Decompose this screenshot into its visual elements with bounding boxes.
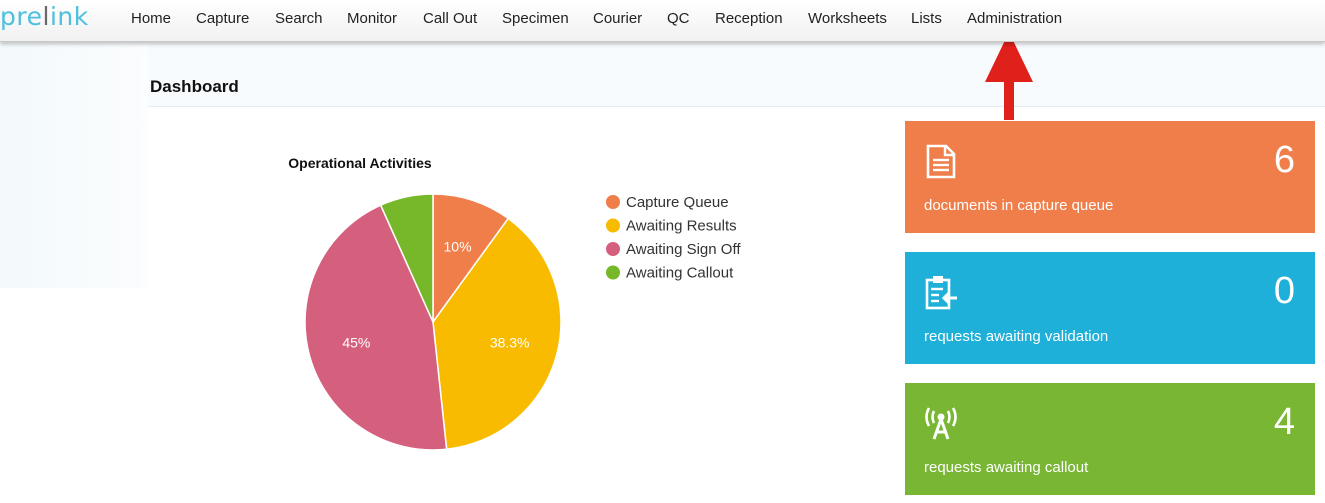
pie-slice-label: 10% xyxy=(444,239,472,255)
legend-marker xyxy=(606,195,620,209)
logo-text-pre: pre xyxy=(0,2,43,31)
logo-text-l: l xyxy=(42,2,50,31)
awaiting-callout-count: 4 xyxy=(1273,401,1295,443)
nav-worksheets[interactable]: Worksheets xyxy=(808,10,887,27)
pie-slices xyxy=(304,193,562,451)
capture-queue-count: 6 xyxy=(1273,139,1295,181)
pie-slice-labels: 10% 38.3% 45% xyxy=(342,239,529,351)
pie-slice-capture-queue[interactable] xyxy=(432,193,510,325)
capture-queue-card[interactable]: 6 documents in capture queue xyxy=(905,121,1315,233)
nav-home[interactable]: Home xyxy=(131,10,172,27)
awaiting-validation-count: 0 xyxy=(1273,270,1295,312)
chart-legend: Capture Queue Awaiting Results Awaiting Si… xyxy=(606,194,741,282)
left-side-panel xyxy=(0,43,148,288)
pie-slice-awaiting-results[interactable] xyxy=(432,217,562,451)
clipboard-validation-icon xyxy=(925,276,957,310)
nav-reception[interactable]: Reception xyxy=(715,10,783,27)
page-header-strip xyxy=(148,43,1325,107)
nav-call-out[interactable]: Call Out xyxy=(423,10,478,27)
legend-label[interactable]: Capture Queue xyxy=(626,194,729,211)
nav-search[interactable]: Search xyxy=(275,10,323,27)
pie-slice-label: 45% xyxy=(342,335,370,351)
legend-label[interactable]: Awaiting Results xyxy=(626,218,737,235)
document-icon xyxy=(926,144,956,179)
nav-courier[interactable]: Courier xyxy=(593,10,643,27)
operational-activities-chart: Operational Activities 10% 38.3% 45% Captu… xyxy=(148,113,888,503)
pie-slice-awaiting-sign-off[interactable] xyxy=(304,204,448,451)
legend-marker xyxy=(606,265,620,280)
legend-label[interactable]: Awaiting Sign Off xyxy=(626,241,741,258)
top-navbar: prelink Home Capture Search Monitor Call… xyxy=(0,0,1325,42)
pie-slice-awaiting-callout[interactable] xyxy=(379,193,434,323)
awaiting-callout-card[interactable]: 4 requests awaiting callout xyxy=(905,383,1315,495)
awaiting-validation-card[interactable]: 0 requests awaiting validation xyxy=(905,252,1315,364)
legend-marker xyxy=(606,242,620,256)
pie-slice-label: 38.3% xyxy=(490,334,530,350)
nav-specimen[interactable]: Specimen xyxy=(502,10,569,27)
prelink-logo[interactable]: prelink xyxy=(0,2,89,31)
legend-marker xyxy=(606,218,620,233)
logo-text-ink: ink xyxy=(49,2,89,31)
chart-title: Operational Activities xyxy=(288,155,432,171)
capture-queue-caption: documents in capture queue xyxy=(924,197,1114,214)
legend-label[interactable]: Awaiting Callout xyxy=(626,265,734,282)
nav-qc[interactable]: QC xyxy=(667,10,690,27)
radio-antenna-icon xyxy=(925,407,957,440)
nav-administration[interactable]: Administration xyxy=(967,10,1063,27)
red-arrow-annotation xyxy=(985,32,1033,120)
nav-capture[interactable]: Capture xyxy=(196,10,250,27)
page-title: Dashboard xyxy=(150,77,239,96)
nav-monitor[interactable]: Monitor xyxy=(347,10,398,27)
nav-lists[interactable]: Lists xyxy=(911,10,942,27)
awaiting-validation-caption: requests awaiting validation xyxy=(924,328,1109,345)
awaiting-callout-caption: requests awaiting callout xyxy=(924,459,1089,476)
pie-chart-svg: Operational Activities 10% 38.3% 45% Captu… xyxy=(288,155,741,451)
